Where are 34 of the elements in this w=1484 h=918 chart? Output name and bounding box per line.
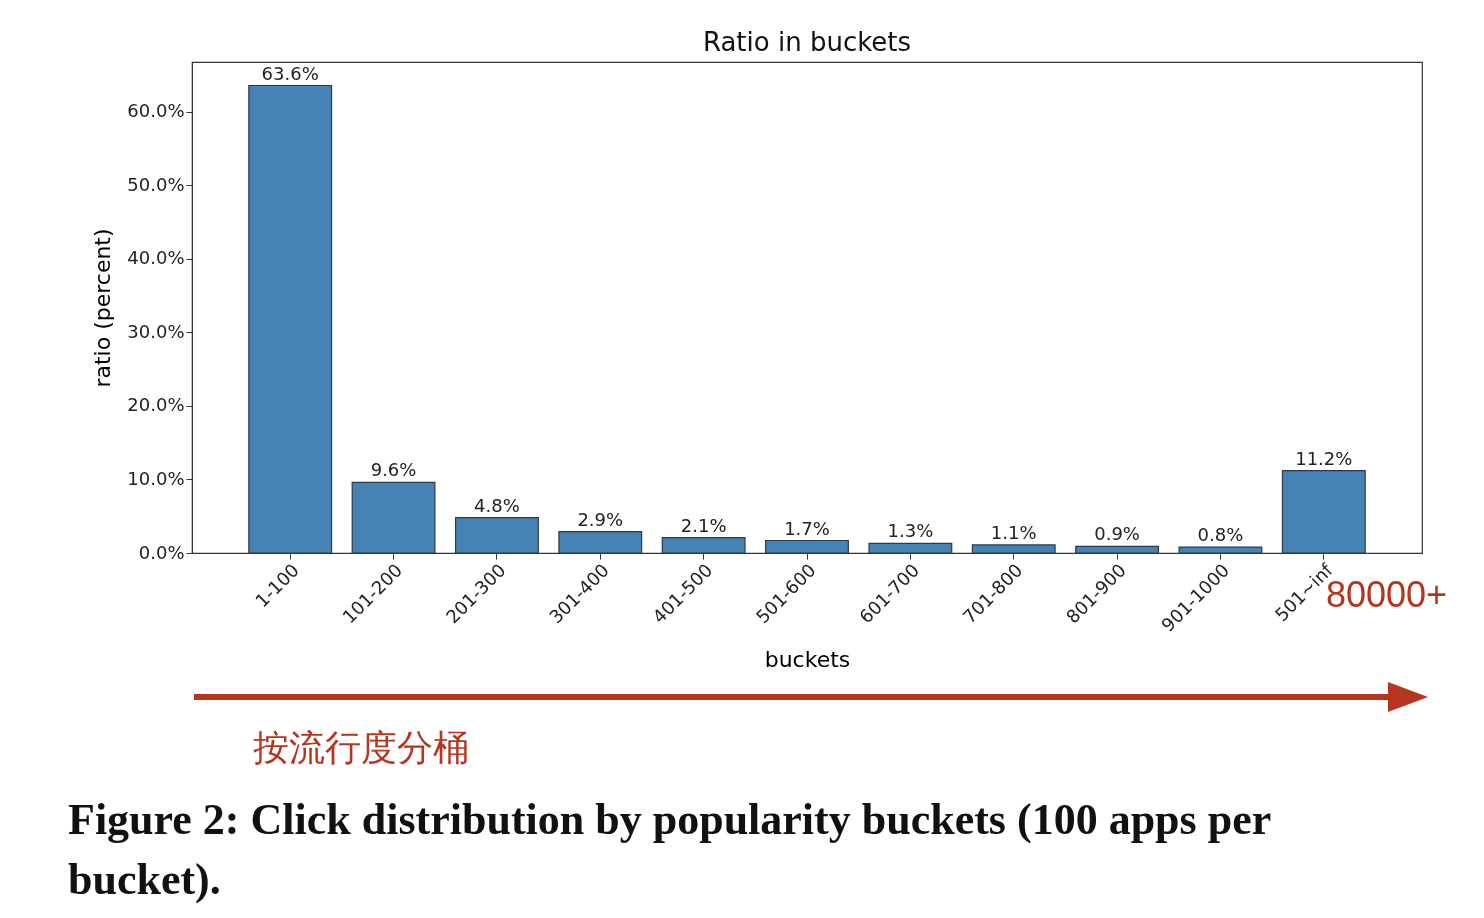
data-label: 1.7% — [784, 517, 830, 539]
data-label: 4.8% — [474, 494, 520, 516]
bar — [248, 84, 333, 554]
y-tick-label: 10.0% — [127, 468, 185, 489]
bar — [558, 531, 643, 554]
bar — [1075, 545, 1160, 554]
data-label: 9.6% — [370, 459, 417, 481]
y-tick-label: 0.0% — [138, 541, 185, 563]
y-axis-title: ratio (percent) — [90, 228, 116, 388]
text: 按流行度分桶 — [253, 726, 469, 770]
data-label: 2.9% — [577, 508, 624, 530]
data-label: 0.8% — [1197, 524, 1244, 546]
chart-title: Ratio in buckets — [702, 27, 912, 57]
bar — [661, 536, 746, 554]
y-tick-label: 40.0% — [127, 247, 185, 269]
data-label: 11.2% — [1295, 447, 1353, 469]
bar — [868, 542, 953, 554]
data-label: 1.1% — [990, 521, 1037, 543]
data-label: 63.6% — [261, 62, 319, 84]
bar — [1178, 546, 1263, 554]
y-tick-label: 30.0% — [127, 320, 185, 342]
data-label: 1.3% — [887, 520, 934, 542]
y-tick-label: 50.0% — [127, 173, 185, 195]
data-label: 0.9% — [1094, 523, 1140, 545]
bar — [454, 517, 539, 554]
bar — [765, 539, 849, 554]
bar — [351, 481, 436, 554]
y-tick-label: 20.0% — [127, 394, 185, 416]
y-tick-label: 60.0% — [127, 100, 185, 122]
data-label: 2.1% — [680, 514, 727, 536]
bar — [1281, 470, 1366, 554]
caption: Figure 2: Click distribution by popularity buckets (100 apps per bucket). — [68, 794, 1272, 906]
bar — [971, 544, 1056, 554]
x-axis-title: buckets — [764, 646, 851, 672]
